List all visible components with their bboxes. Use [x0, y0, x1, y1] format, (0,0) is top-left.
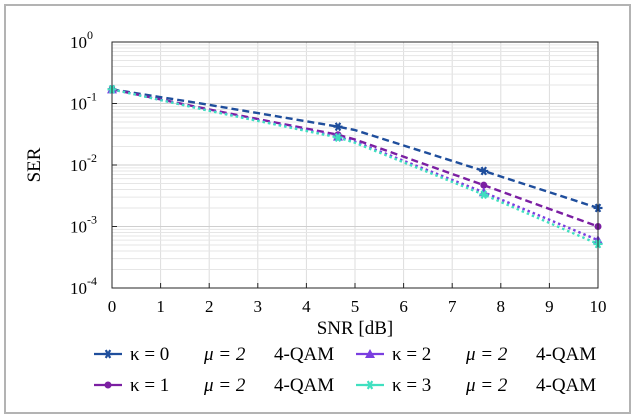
- legend-swatch-marker: [365, 380, 375, 390]
- grid-lines: [112, 42, 598, 288]
- x-tick-label: 3: [254, 297, 263, 316]
- y-tick-label: 100: [70, 28, 93, 52]
- legend-label-mu: μ = 2: [203, 375, 246, 396]
- y-tick-label: 10-3: [70, 213, 97, 237]
- legend-swatch-marker: [103, 349, 113, 359]
- x-tick-label: 7: [448, 297, 457, 316]
- data-point-3: [479, 190, 489, 200]
- legend-label-mu: μ = 2: [465, 344, 508, 365]
- x-tick-label: 1: [156, 297, 165, 316]
- data-point-3: [333, 133, 343, 142]
- y-axis-label: SER: [24, 147, 45, 182]
- legend-label-kappa: κ = 2: [392, 344, 431, 365]
- axis-ticks: 0 1 2 3 4 5 6 7 8 9 10 100 10-1 10-2 10-3 10-4: [70, 28, 607, 316]
- series-group: [107, 84, 603, 249]
- legend-label-modulation: 4-QAM: [274, 375, 334, 396]
- x-tick-label: 4: [302, 297, 311, 316]
- x-tick-label: 10: [590, 297, 607, 316]
- legend-swatch-marker: [104, 381, 112, 389]
- x-tick-label: 8: [497, 297, 506, 316]
- legend: κ = 0 μ = 2 4-QAM κ = 1 μ = 2 4-QAM κ = 2 μ = 2…: [94, 344, 596, 396]
- legend-label-modulation: 4-QAM: [274, 344, 334, 365]
- y-tick-label: 10-1: [70, 90, 97, 114]
- legend-label-mu: μ = 2: [465, 375, 508, 396]
- x-tick-label: 5: [351, 297, 360, 316]
- legend-label-mu: μ = 2: [203, 344, 246, 365]
- series-line-3: [111, 88, 599, 246]
- x-tick-label: 9: [545, 297, 554, 316]
- data-point-0: [333, 122, 343, 132]
- y-tick-label: 10-4: [70, 274, 97, 298]
- y-tick-label: 10-2: [70, 151, 97, 175]
- legend-label-modulation: 4-QAM: [536, 375, 596, 396]
- legend-label-kappa: κ = 0: [130, 344, 169, 365]
- legend-swatch-marker: [365, 349, 375, 358]
- legend-label-kappa: κ = 1: [130, 375, 169, 396]
- x-tick-label: 0: [108, 297, 117, 316]
- x-tick-label: 6: [399, 297, 408, 316]
- data-point-1: [480, 181, 488, 189]
- x-axis-label: SNR [dB]: [317, 318, 394, 339]
- legend-label-modulation: 4-QAM: [536, 344, 596, 365]
- series-line-0: [111, 88, 599, 210]
- data-point-0: [479, 166, 489, 176]
- legend-label-kappa: κ = 3: [392, 375, 431, 396]
- x-tick-label: 2: [205, 297, 214, 316]
